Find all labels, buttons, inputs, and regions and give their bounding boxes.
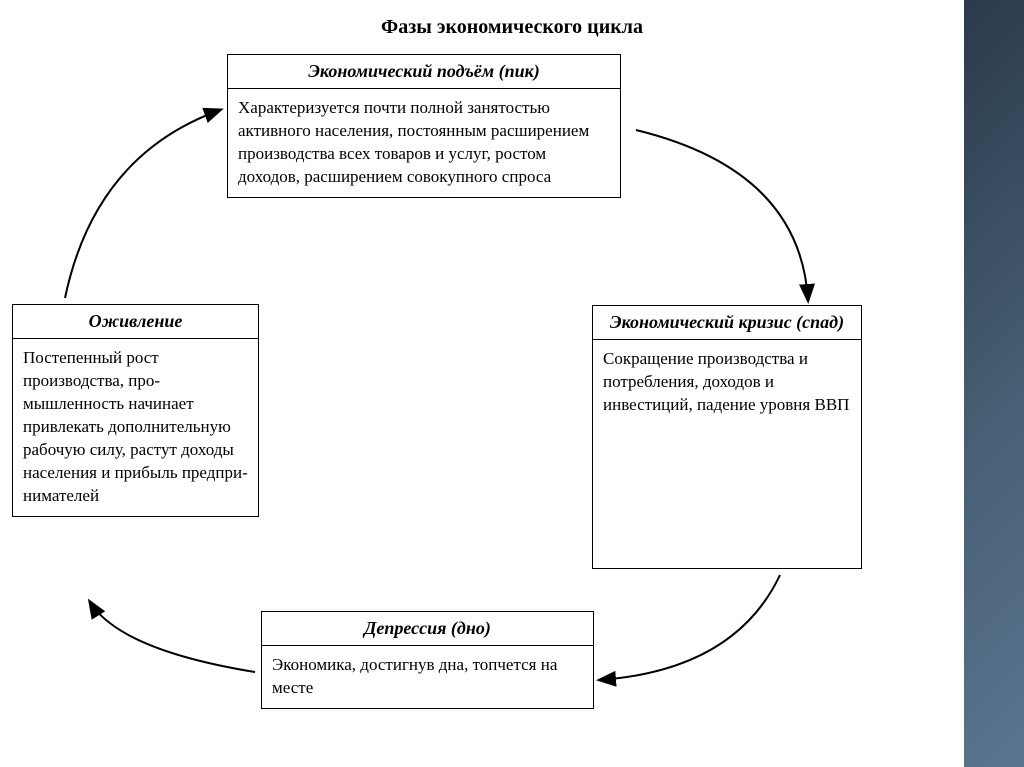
node-revival: Оживление Постепенный рост производства,…	[12, 304, 259, 517]
slide-sidebar	[964, 0, 1024, 767]
node-crisis-body: Сокращение производ­ства и потребления, …	[593, 340, 861, 425]
node-revival-header: Оживление	[13, 305, 258, 339]
node-crisis-header: Экономический кризис (спад)	[593, 306, 861, 340]
diagram-title: Фазы экономического цикла	[0, 16, 1024, 39]
node-revival-body: Постепенный рост производства, про­мышле…	[13, 339, 258, 516]
node-crisis: Экономический кризис (спад) Сокращение п…	[592, 305, 862, 569]
node-depression-header: Депрессия (дно)	[262, 612, 593, 646]
node-peak: Экономический подъём (пик) Характеризует…	[227, 54, 621, 198]
node-depression-body: Экономика, достигнув дна, топчется на ме…	[262, 646, 593, 708]
node-depression: Депрессия (дно) Экономика, достигнув дна…	[261, 611, 594, 709]
node-peak-body: Характеризуется почти пол­ной занятостью…	[228, 89, 620, 197]
node-peak-header: Экономический подъём (пик)	[228, 55, 620, 89]
